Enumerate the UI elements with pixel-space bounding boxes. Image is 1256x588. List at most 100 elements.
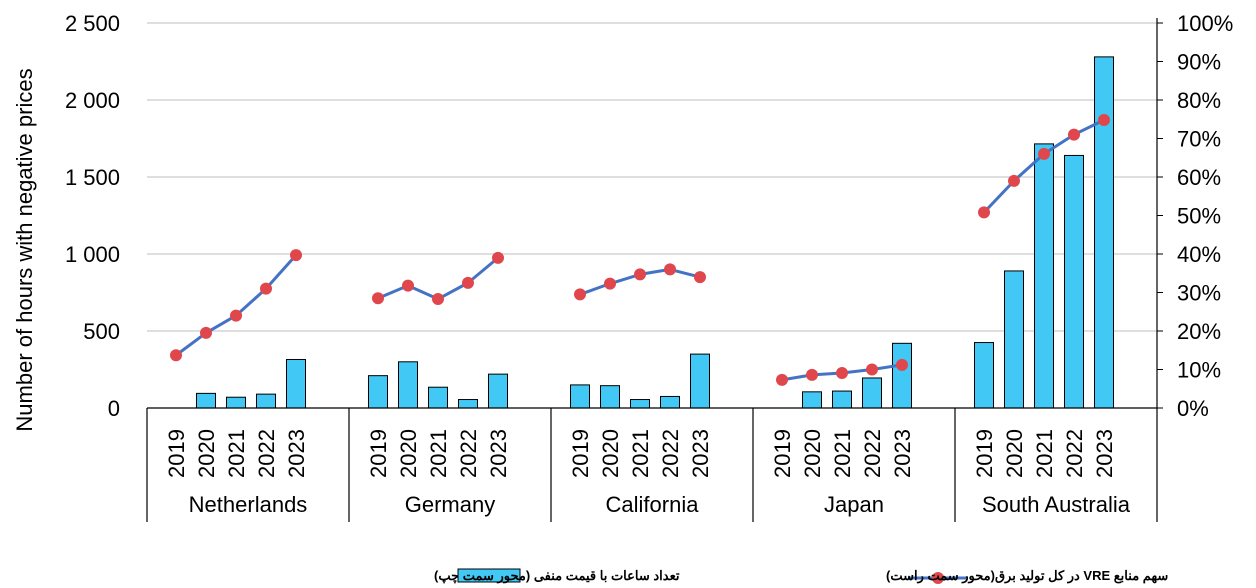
x-tick-label: 2021	[1032, 429, 1057, 478]
y2-tick-label: 60%	[1177, 165, 1221, 190]
bar-series	[196, 56, 1114, 409]
legend: تعداد ساعات با قیمت منفی (محور سمت چپ) س…	[434, 568, 1168, 584]
bar	[368, 375, 388, 409]
x-tick-label: 2020	[194, 429, 219, 478]
y2-tick-label: 30%	[1177, 281, 1221, 306]
x-tick-label: 2022	[254, 429, 279, 478]
group-label: South Australia	[982, 492, 1131, 517]
share-point	[836, 366, 848, 379]
share-point	[1038, 147, 1050, 160]
bar	[398, 361, 418, 409]
y2-tick-label: 20%	[1177, 319, 1221, 344]
y2-tick-label: 70%	[1177, 127, 1221, 152]
bar	[226, 396, 246, 409]
bar	[256, 393, 276, 409]
share-point	[200, 326, 212, 339]
x-tick-label: 2021	[426, 429, 451, 478]
group-label: Japan	[824, 492, 884, 517]
share-point	[260, 282, 272, 295]
share-point	[978, 206, 990, 219]
share-point	[896, 358, 908, 371]
share-point	[806, 368, 818, 381]
bar	[1064, 154, 1084, 409]
bar	[458, 399, 478, 409]
x-tick-label: 2020	[396, 429, 421, 478]
group-label: California	[606, 492, 700, 517]
share-point	[664, 263, 676, 276]
share-point	[402, 279, 414, 292]
y2-tick-label: 90%	[1177, 50, 1221, 75]
y-tick-label: 2 000	[65, 88, 120, 113]
group-label: Netherlands	[189, 492, 308, 517]
bar	[690, 353, 710, 409]
bar	[802, 391, 822, 409]
group-label: Germany	[405, 492, 495, 517]
bar	[196, 392, 216, 409]
x-tick-label: 2022	[658, 429, 683, 478]
share-point	[1068, 128, 1080, 141]
x-tick-label: 2023	[284, 429, 309, 478]
share-point	[604, 277, 616, 290]
y2-tick-label: 100%	[1177, 11, 1233, 36]
share-line	[377, 256, 499, 301]
x-tick-label: 2021	[628, 429, 653, 478]
share-point	[492, 251, 504, 264]
x-tick-label: 2023	[688, 429, 713, 478]
share-line	[175, 254, 298, 357]
share-point	[230, 309, 242, 322]
bar	[488, 373, 508, 409]
share-point	[432, 293, 444, 306]
x-tick-label: 2023	[486, 429, 511, 478]
y-tick-label: 1 000	[65, 242, 120, 267]
legend-bar-label: تعداد ساعات با قیمت منفی (محور سمت چپ)	[434, 568, 680, 584]
share-point	[866, 363, 878, 376]
y-tick-label: 0	[108, 396, 120, 421]
x-tick-label: 2022	[456, 429, 481, 478]
y2-tick-label: 50%	[1177, 204, 1221, 229]
bar	[974, 342, 994, 409]
x-tick-label: 2023	[1092, 429, 1117, 478]
axes	[146, 18, 1158, 522]
share-point	[634, 268, 646, 281]
share-point	[170, 349, 182, 362]
bar	[286, 358, 306, 409]
share-point	[1008, 174, 1020, 187]
bar	[570, 384, 590, 409]
x-tick-label: 2022	[860, 429, 885, 478]
share-point	[574, 288, 586, 301]
share-point	[372, 292, 384, 305]
bar	[630, 399, 650, 409]
y-tick-label: 2 500	[65, 11, 120, 36]
x-tick-label: 2020	[1002, 429, 1027, 478]
legend-line-marker	[932, 572, 944, 584]
x-tick-label: 2021	[830, 429, 855, 478]
x-tick-label: 2019	[972, 429, 997, 478]
x-tick-label: 2020	[800, 429, 825, 478]
y-tick-label: 1 500	[65, 165, 120, 190]
share-point	[462, 276, 474, 289]
right-axis-ticks: 0% 10% 20% 30% 40% 50% 60% 70% 80% 90% 100%	[1157, 11, 1233, 421]
bar	[892, 342, 912, 409]
y2-tick-label: 40%	[1177, 242, 1221, 267]
bar	[1094, 56, 1114, 409]
share-point	[290, 249, 302, 262]
bar	[428, 386, 448, 409]
y2-tick-label: 0%	[1177, 396, 1209, 421]
line-series	[170, 114, 1110, 386]
x-tick-label: 2019	[366, 429, 391, 478]
legend-line-label: سهم منابع VRE در کل تولید برق(محور سمت ر…	[886, 568, 1168, 584]
x-tick-label: 2021	[224, 429, 249, 478]
share-point	[776, 373, 788, 386]
bar	[1034, 143, 1054, 409]
bar	[1004, 270, 1024, 409]
y2-tick-label: 10%	[1177, 358, 1221, 383]
y-tick-label: 500	[83, 319, 120, 344]
bar	[862, 377, 882, 409]
x-tick-label: 2019	[568, 429, 593, 478]
x-tick-label: 2022	[1062, 429, 1087, 478]
bar	[660, 395, 680, 409]
y2-tick-label: 80%	[1177, 88, 1221, 113]
gridlines	[147, 22, 1157, 332]
x-tick-label: 2023	[890, 429, 915, 478]
